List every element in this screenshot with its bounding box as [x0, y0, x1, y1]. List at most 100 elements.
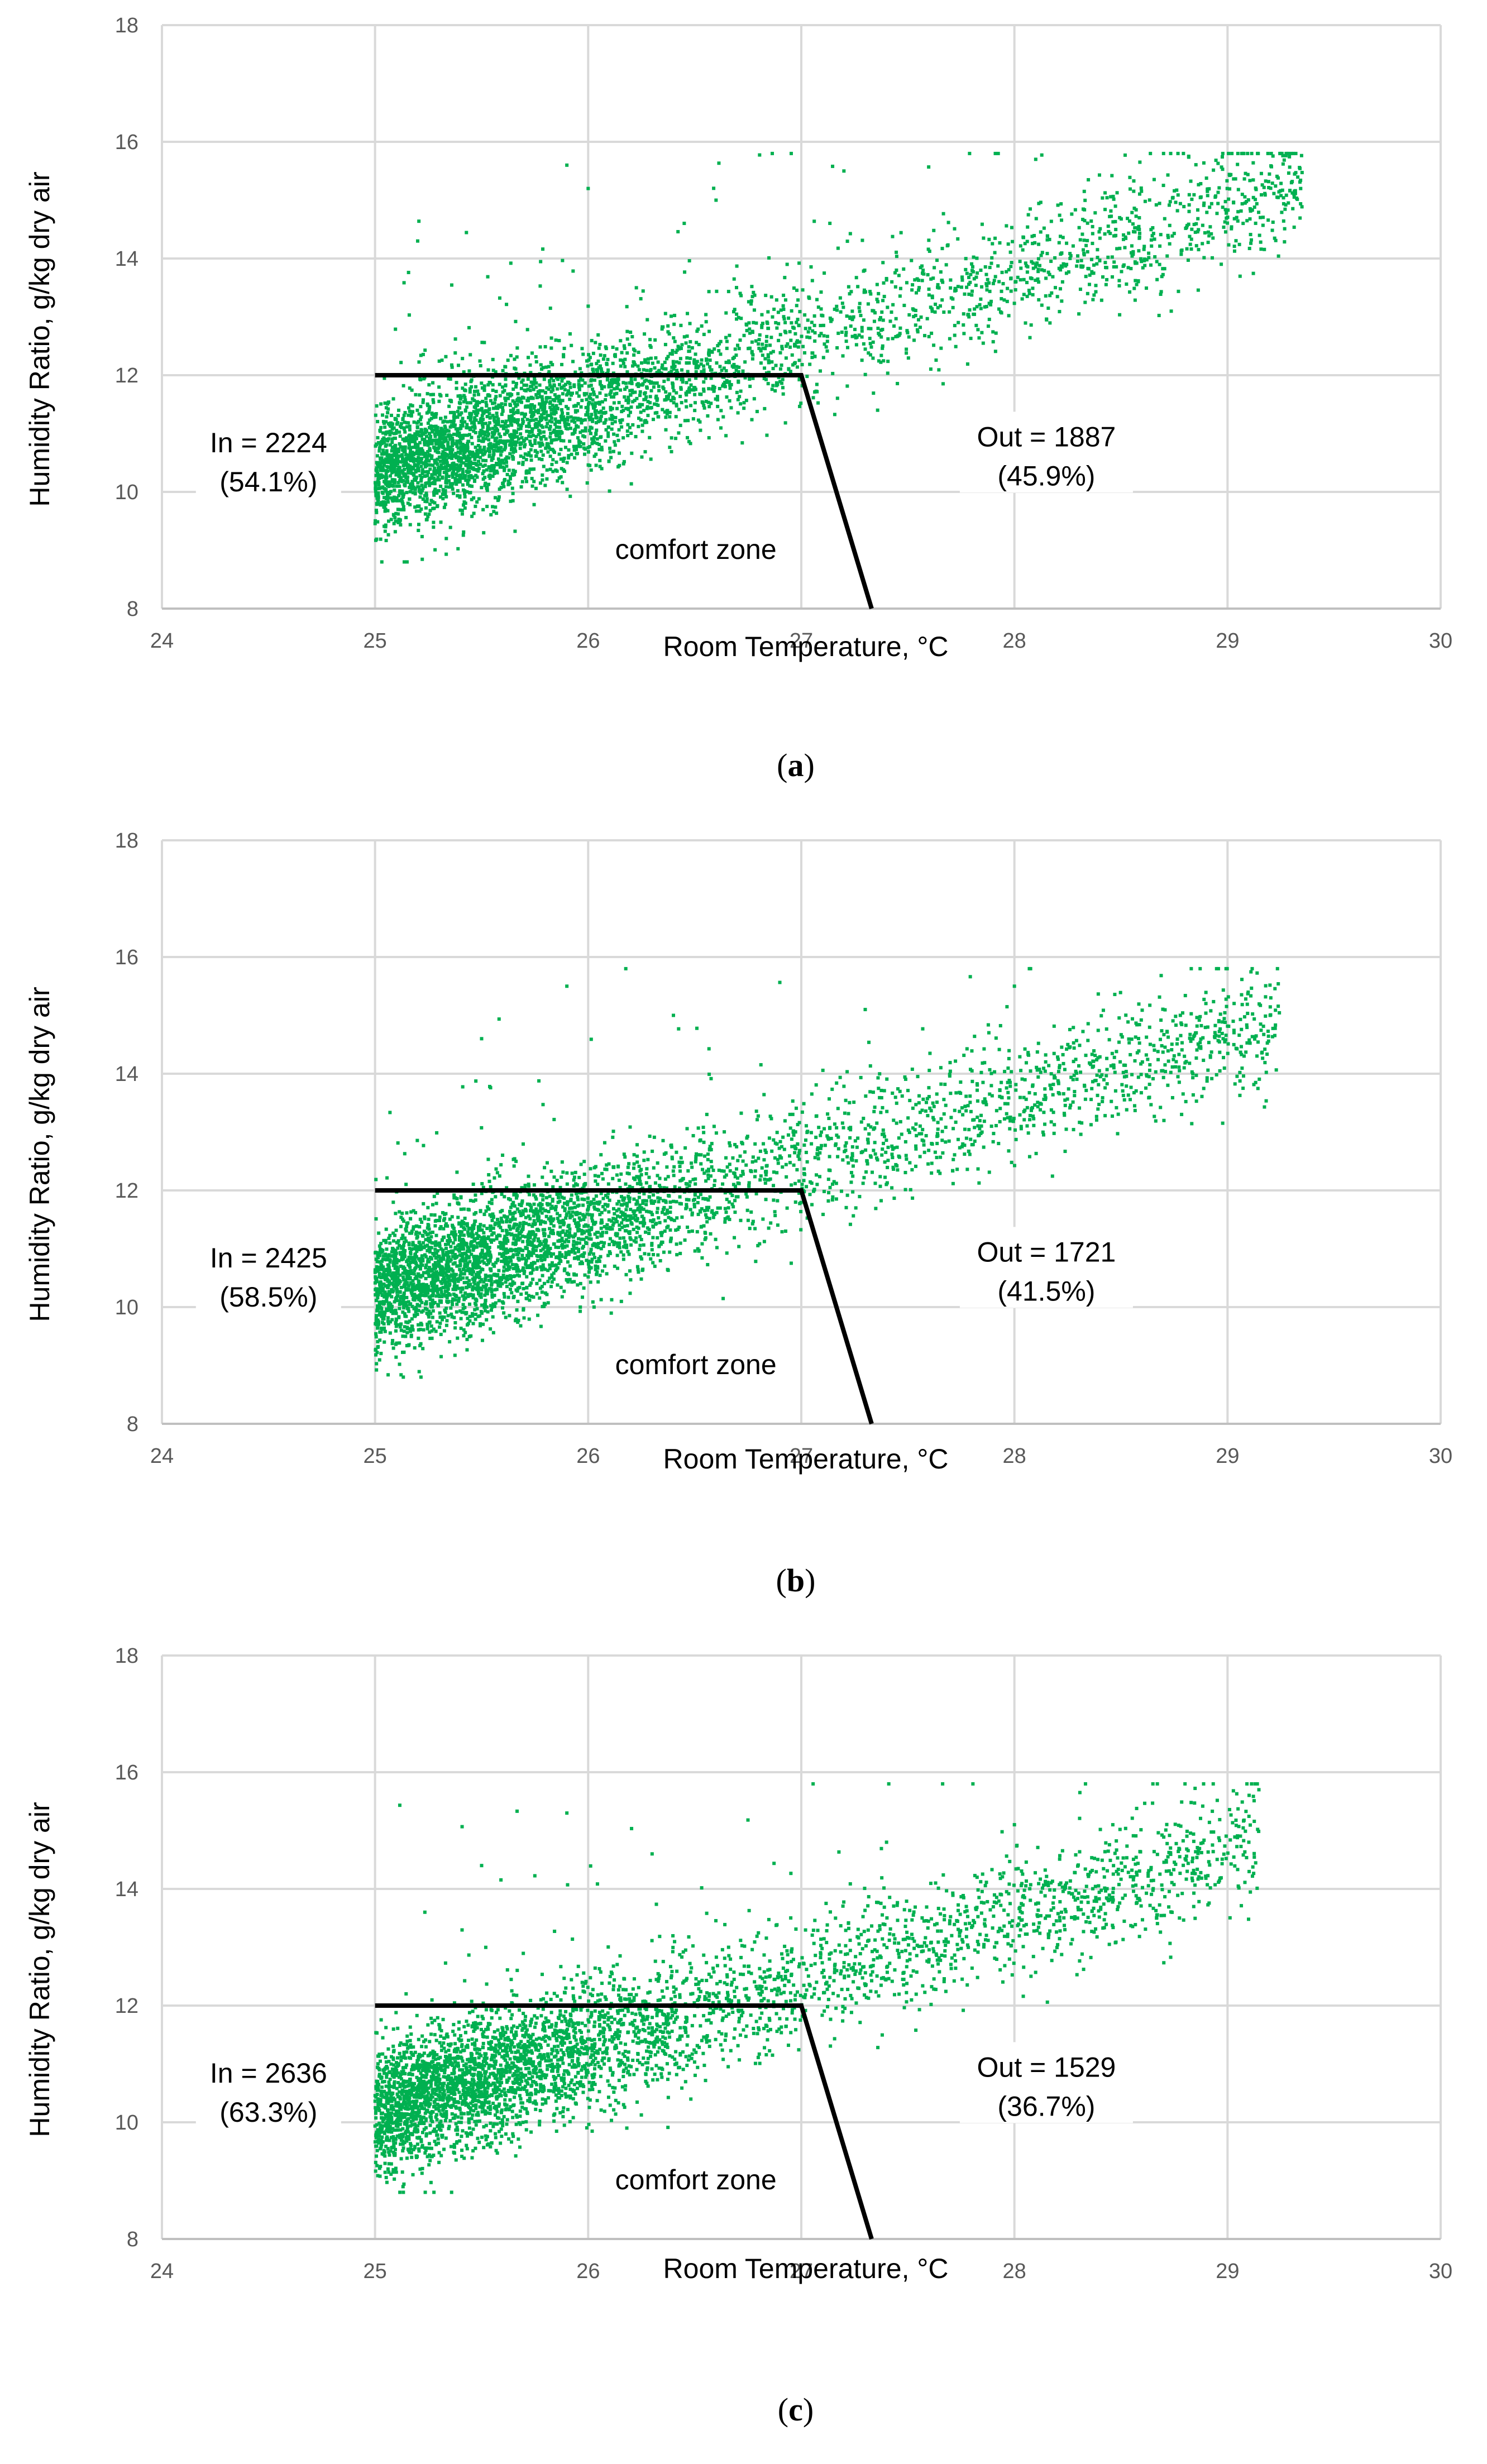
data-point [409, 454, 413, 458]
data-point [1293, 189, 1297, 193]
data-point [844, 339, 848, 343]
data-point [442, 419, 446, 423]
data-point [424, 463, 428, 467]
data-point [534, 425, 538, 429]
data-point [1187, 222, 1190, 226]
data-point [406, 501, 410, 505]
data-point [1246, 173, 1250, 176]
data-point [554, 460, 558, 464]
data-point [823, 1127, 826, 1131]
data-point [923, 334, 927, 338]
data-point [1274, 184, 1278, 188]
data-point [466, 426, 470, 430]
data-point [674, 415, 678, 419]
data-point [603, 1241, 606, 1245]
data-point [1189, 179, 1193, 183]
data-point [1251, 271, 1255, 275]
data-point [886, 337, 890, 341]
data-point [476, 411, 480, 415]
data-point [833, 307, 836, 311]
data-point [630, 381, 634, 385]
data-point [452, 422, 456, 425]
data-point [1127, 231, 1131, 235]
data-point [567, 448, 571, 452]
data-point [913, 278, 917, 282]
data-point [1276, 195, 1280, 199]
y-tick-label: 12 [115, 1179, 138, 1203]
data-point [776, 1157, 780, 1161]
data-point [643, 398, 647, 401]
data-point [1088, 273, 1092, 277]
data-point [788, 330, 792, 334]
data-point [610, 427, 614, 431]
data-point [467, 478, 471, 482]
data-point [421, 398, 425, 402]
data-point [1024, 321, 1027, 325]
data-point [693, 1249, 697, 1253]
data-point [468, 428, 472, 432]
data-point [384, 503, 388, 506]
data-point [956, 285, 960, 289]
data-point [567, 1250, 571, 1253]
data-point [457, 1243, 461, 1247]
data-point [601, 411, 605, 415]
data-point [427, 408, 431, 412]
data-point [441, 442, 444, 446]
data-point [422, 432, 425, 436]
data-point [690, 388, 694, 392]
data-point [410, 404, 414, 408]
data-point [983, 305, 987, 309]
data-point [700, 1207, 704, 1211]
data-point [1176, 193, 1180, 197]
data-point [939, 270, 943, 274]
data-point [571, 1210, 575, 1214]
data-point [726, 290, 730, 294]
data-point [549, 438, 553, 442]
data-point [822, 334, 826, 338]
data-point [513, 447, 517, 451]
data-point [890, 1144, 894, 1148]
data-point [498, 382, 501, 386]
data-point [462, 461, 466, 465]
data-point [813, 331, 817, 335]
data-point [953, 286, 957, 290]
data-point [1283, 227, 1287, 231]
data-point [930, 309, 934, 313]
data-point [608, 446, 612, 450]
data-point [780, 345, 784, 348]
data-point [407, 406, 411, 410]
data-point [501, 1153, 505, 1157]
data-point [692, 361, 696, 365]
data-point [742, 333, 746, 337]
data-point [976, 328, 980, 332]
data-point [433, 449, 437, 453]
data-point [633, 377, 637, 381]
data-point [805, 335, 809, 339]
data-point [636, 1267, 640, 1271]
data-point [530, 427, 534, 431]
data-point [768, 343, 772, 347]
data-point [1177, 289, 1180, 293]
data-point [496, 449, 500, 453]
data-point [633, 399, 637, 403]
data-point [389, 413, 393, 417]
data-point [395, 456, 399, 460]
data-point [577, 1175, 581, 1179]
data-point [506, 424, 510, 428]
data-point [1125, 282, 1129, 286]
y-tick-label: 8 [127, 1413, 138, 1436]
data-point [668, 410, 672, 414]
data-point [430, 412, 434, 415]
data-point [1092, 271, 1096, 275]
data-point [615, 1220, 619, 1224]
data-point [1192, 193, 1196, 197]
data-point [472, 418, 476, 422]
data-point [446, 447, 450, 451]
data-point [1199, 182, 1203, 186]
data-point [429, 457, 433, 461]
data-point [854, 276, 858, 280]
data-point [553, 408, 557, 412]
data-point [752, 290, 756, 294]
data-point [1045, 238, 1049, 242]
data-point [584, 426, 587, 430]
